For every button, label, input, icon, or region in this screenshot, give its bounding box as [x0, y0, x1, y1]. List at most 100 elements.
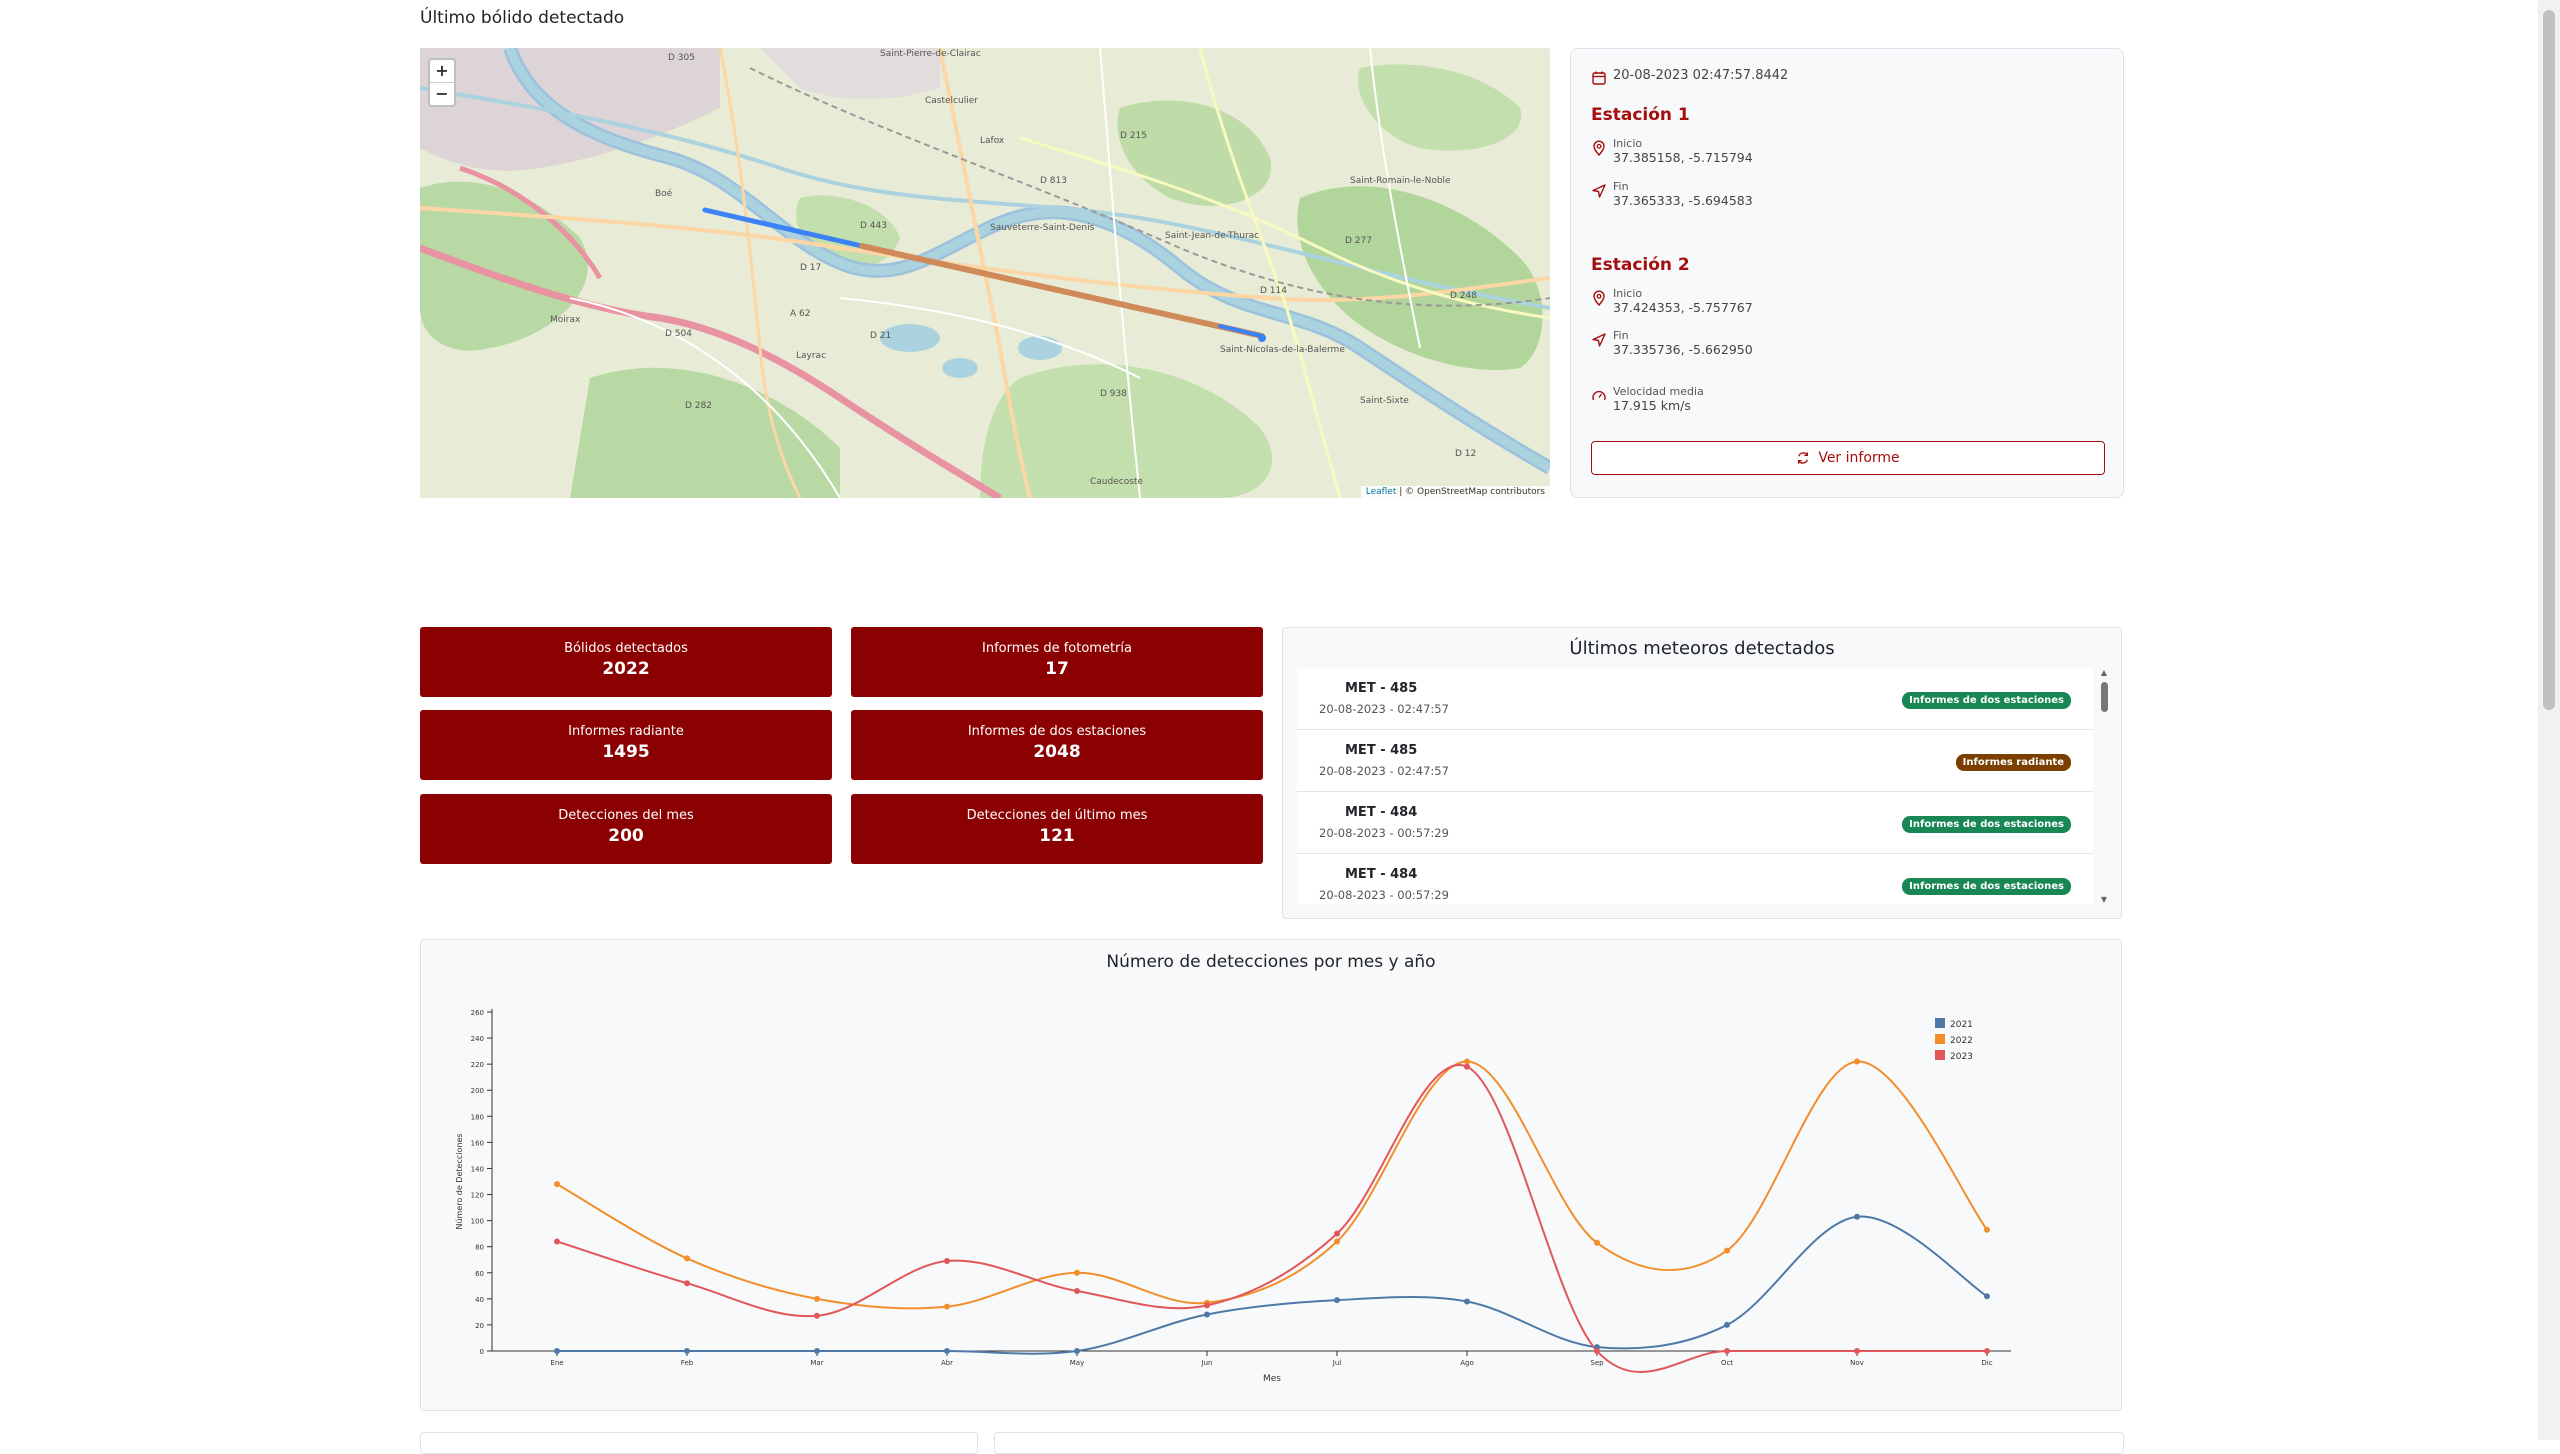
data-point-2021	[1984, 1293, 1990, 1300]
speedometer-icon	[1592, 390, 1606, 401]
svg-text:D 305: D 305	[668, 53, 695, 63]
y-tick-label: 240	[471, 1035, 484, 1043]
x-tick-label: Mar	[810, 1359, 823, 1367]
data-point-2023	[1594, 1348, 1600, 1354]
zoom-in-button[interactable]: +	[435, 61, 449, 80]
y-tick-label: 160	[471, 1139, 484, 1147]
scroll-up-arrow-icon[interactable]: ▲	[2100, 668, 2108, 677]
station1-title: Estación 1	[1591, 105, 1690, 125]
meteor-list[interactable]: MET - 485 20-08-2023 - 02:47:57 Informes…	[1297, 668, 2093, 904]
stat-value: 1495	[602, 742, 650, 762]
fireball-map[interactable]: D 305 Saint-Pierre-de-Clairac Castelculi…	[420, 48, 1550, 498]
chart-title: Número de detecciones por mes y año	[1106, 952, 1436, 972]
svg-text:Castelculier: Castelculier	[925, 96, 978, 106]
map-tiles: D 305 Saint-Pierre-de-Clairac Castelculi…	[420, 48, 1550, 498]
data-point-2021	[684, 1348, 690, 1354]
stat-two-station-reports[interactable]: Informes de dos estaciones 2048	[851, 710, 1263, 780]
y-tick-label: 100	[471, 1218, 484, 1226]
svg-text:Moirax: Moirax	[550, 315, 581, 325]
x-tick-label: Sep	[1590, 1359, 1604, 1367]
scroll-down-arrow-icon[interactable]: ▼	[2100, 895, 2108, 904]
data-point-2021	[1334, 1297, 1340, 1304]
stat-month-detections[interactable]: Detecciones del mes 200	[420, 794, 832, 864]
meteor-name: MET - 484	[1345, 867, 1418, 882]
page-scroll-thumb[interactable]	[2543, 10, 2555, 710]
leaflet-link[interactable]: Leaflet	[1365, 487, 1397, 497]
svg-text:D 114: D 114	[1260, 286, 1287, 296]
data-point-2022	[814, 1295, 820, 1302]
y-tick-label: 220	[471, 1061, 484, 1069]
data-point-2022	[1594, 1239, 1600, 1246]
y-tick-label: 0	[480, 1348, 484, 1356]
zoom-out-button[interactable]: −	[430, 82, 454, 105]
meteor-date: 20-08-2023 - 00:57:29	[1319, 888, 1449, 902]
stat-label: Bólidos detectados	[564, 641, 688, 656]
y-tick-label: 120	[471, 1192, 484, 1200]
stat-fireballs-detected[interactable]: Bólidos detectados 2022	[420, 627, 832, 697]
svg-text:Lafox: Lafox	[980, 136, 1005, 146]
trajectory-overlap	[859, 243, 1265, 339]
stat-value: 200	[608, 826, 644, 846]
data-point-2021	[944, 1348, 950, 1354]
svg-text:Saint-Sixte: Saint-Sixte	[1360, 396, 1409, 406]
meteor-list-item[interactable]: MET - 484 20-08-2023 - 00:57:29 Informes…	[1297, 792, 2093, 854]
stat-radiant-reports[interactable]: Informes radiante 1495	[420, 710, 832, 780]
osm-attribution: | © OpenStreetMap contributors	[1399, 487, 1545, 497]
stat-last-month-detections[interactable]: Detecciones del último mes 121	[851, 794, 1263, 864]
meteor-list-scrollbar[interactable]: ▲ ▼	[2098, 668, 2110, 904]
x-axis-label: Mes	[1263, 1374, 1281, 1384]
data-point-2022	[944, 1303, 950, 1310]
meteor-date: 20-08-2023 - 00:57:29	[1319, 826, 1449, 840]
map-pin-icon	[1593, 140, 1605, 156]
data-point-2023	[1334, 1230, 1340, 1237]
station1-start-label: Inicio	[1613, 137, 1643, 150]
svg-text:A 62: A 62	[790, 309, 810, 319]
svg-text:Saint-Romain-le-Noble: Saint-Romain-le-Noble	[1350, 176, 1451, 186]
data-point-2021	[1464, 1298, 1470, 1305]
meteor-badge: Informes radiante	[1955, 754, 2071, 771]
stat-value: 121	[1039, 826, 1075, 846]
svg-text:D 443: D 443	[860, 221, 887, 231]
meteor-list-item[interactable]: MET - 484 20-08-2023 - 00:57:29 Informes…	[1297, 854, 2093, 904]
stat-label: Detecciones del mes	[558, 808, 694, 823]
data-point-2023	[944, 1258, 950, 1265]
page-scrollbar[interactable]	[2538, 0, 2560, 1440]
x-tick-label: Feb	[681, 1359, 694, 1367]
scroll-thumb[interactable]	[2101, 682, 2108, 712]
stat-label: Informes de dos estaciones	[967, 724, 1147, 739]
fireball-info-card: 20-08-2023 02:47:57.8442 Estación 1 Inic…	[1570, 48, 2124, 498]
stat-value: 17	[1045, 659, 1069, 679]
legend-swatch-2021	[1935, 1018, 1945, 1028]
speed-row: Velocidad media 17.915 km/s	[1591, 385, 1704, 414]
station2-start-row: Inicio 37.424353, -5.757767	[1591, 287, 1753, 316]
view-report-button[interactable]: Ver informe	[1591, 441, 2105, 475]
svg-text:Saint-Nicolas-de-la-Balerme: Saint-Nicolas-de-la-Balerme	[1220, 345, 1345, 355]
legend-label-2021: 2021	[1950, 1020, 1973, 1030]
svg-text:D 248: D 248	[1450, 291, 1477, 301]
data-point-2023	[1464, 1063, 1470, 1070]
detections-chart-panel: Número de detecciones por mes y año 0 20 4…	[420, 939, 2122, 1411]
y-tick-label: 80	[475, 1244, 484, 1252]
svg-text:D 21: D 21	[870, 331, 891, 341]
meteor-list-item[interactable]: MET - 485 20-08-2023 - 02:47:57 Informes…	[1297, 730, 2093, 792]
data-point-2022	[1854, 1058, 1860, 1065]
stat-photometry-reports[interactable]: Informes de fotometría 17	[851, 627, 1263, 697]
data-point-2021	[1724, 1321, 1730, 1328]
y-tick-label: 180	[471, 1113, 484, 1121]
view-report-label: Ver informe	[1818, 450, 1900, 466]
section-title: Último bólido detectado	[420, 8, 625, 28]
calendar-icon	[1592, 71, 1606, 85]
meteor-list-item[interactable]: MET - 485 20-08-2023 - 02:47:57 Informes…	[1297, 668, 2093, 730]
stat-label: Detecciones del último mes	[966, 808, 1148, 823]
meteor-name: MET - 485	[1345, 743, 1418, 758]
refresh-icon	[1798, 452, 1809, 464]
legend-swatch-2023	[1935, 1050, 1945, 1060]
map-attribution: Leaflet | © OpenStreetMap contributors	[1360, 486, 1550, 498]
svg-text:Boé: Boé	[655, 188, 673, 199]
legend-label-2022: 2022	[1950, 1036, 1973, 1046]
map-zoom-control: + −	[428, 58, 456, 107]
data-point-2023	[1724, 1348, 1730, 1354]
detections-line-chart: 0 20 40 60 80 100 120 140 160 180 200 220 240 260 Ene…	[455, 1009, 2011, 1384]
x-tick-label: Oct	[1721, 1359, 1733, 1367]
svg-text:Caudecoste: Caudecoste	[1090, 477, 1143, 487]
